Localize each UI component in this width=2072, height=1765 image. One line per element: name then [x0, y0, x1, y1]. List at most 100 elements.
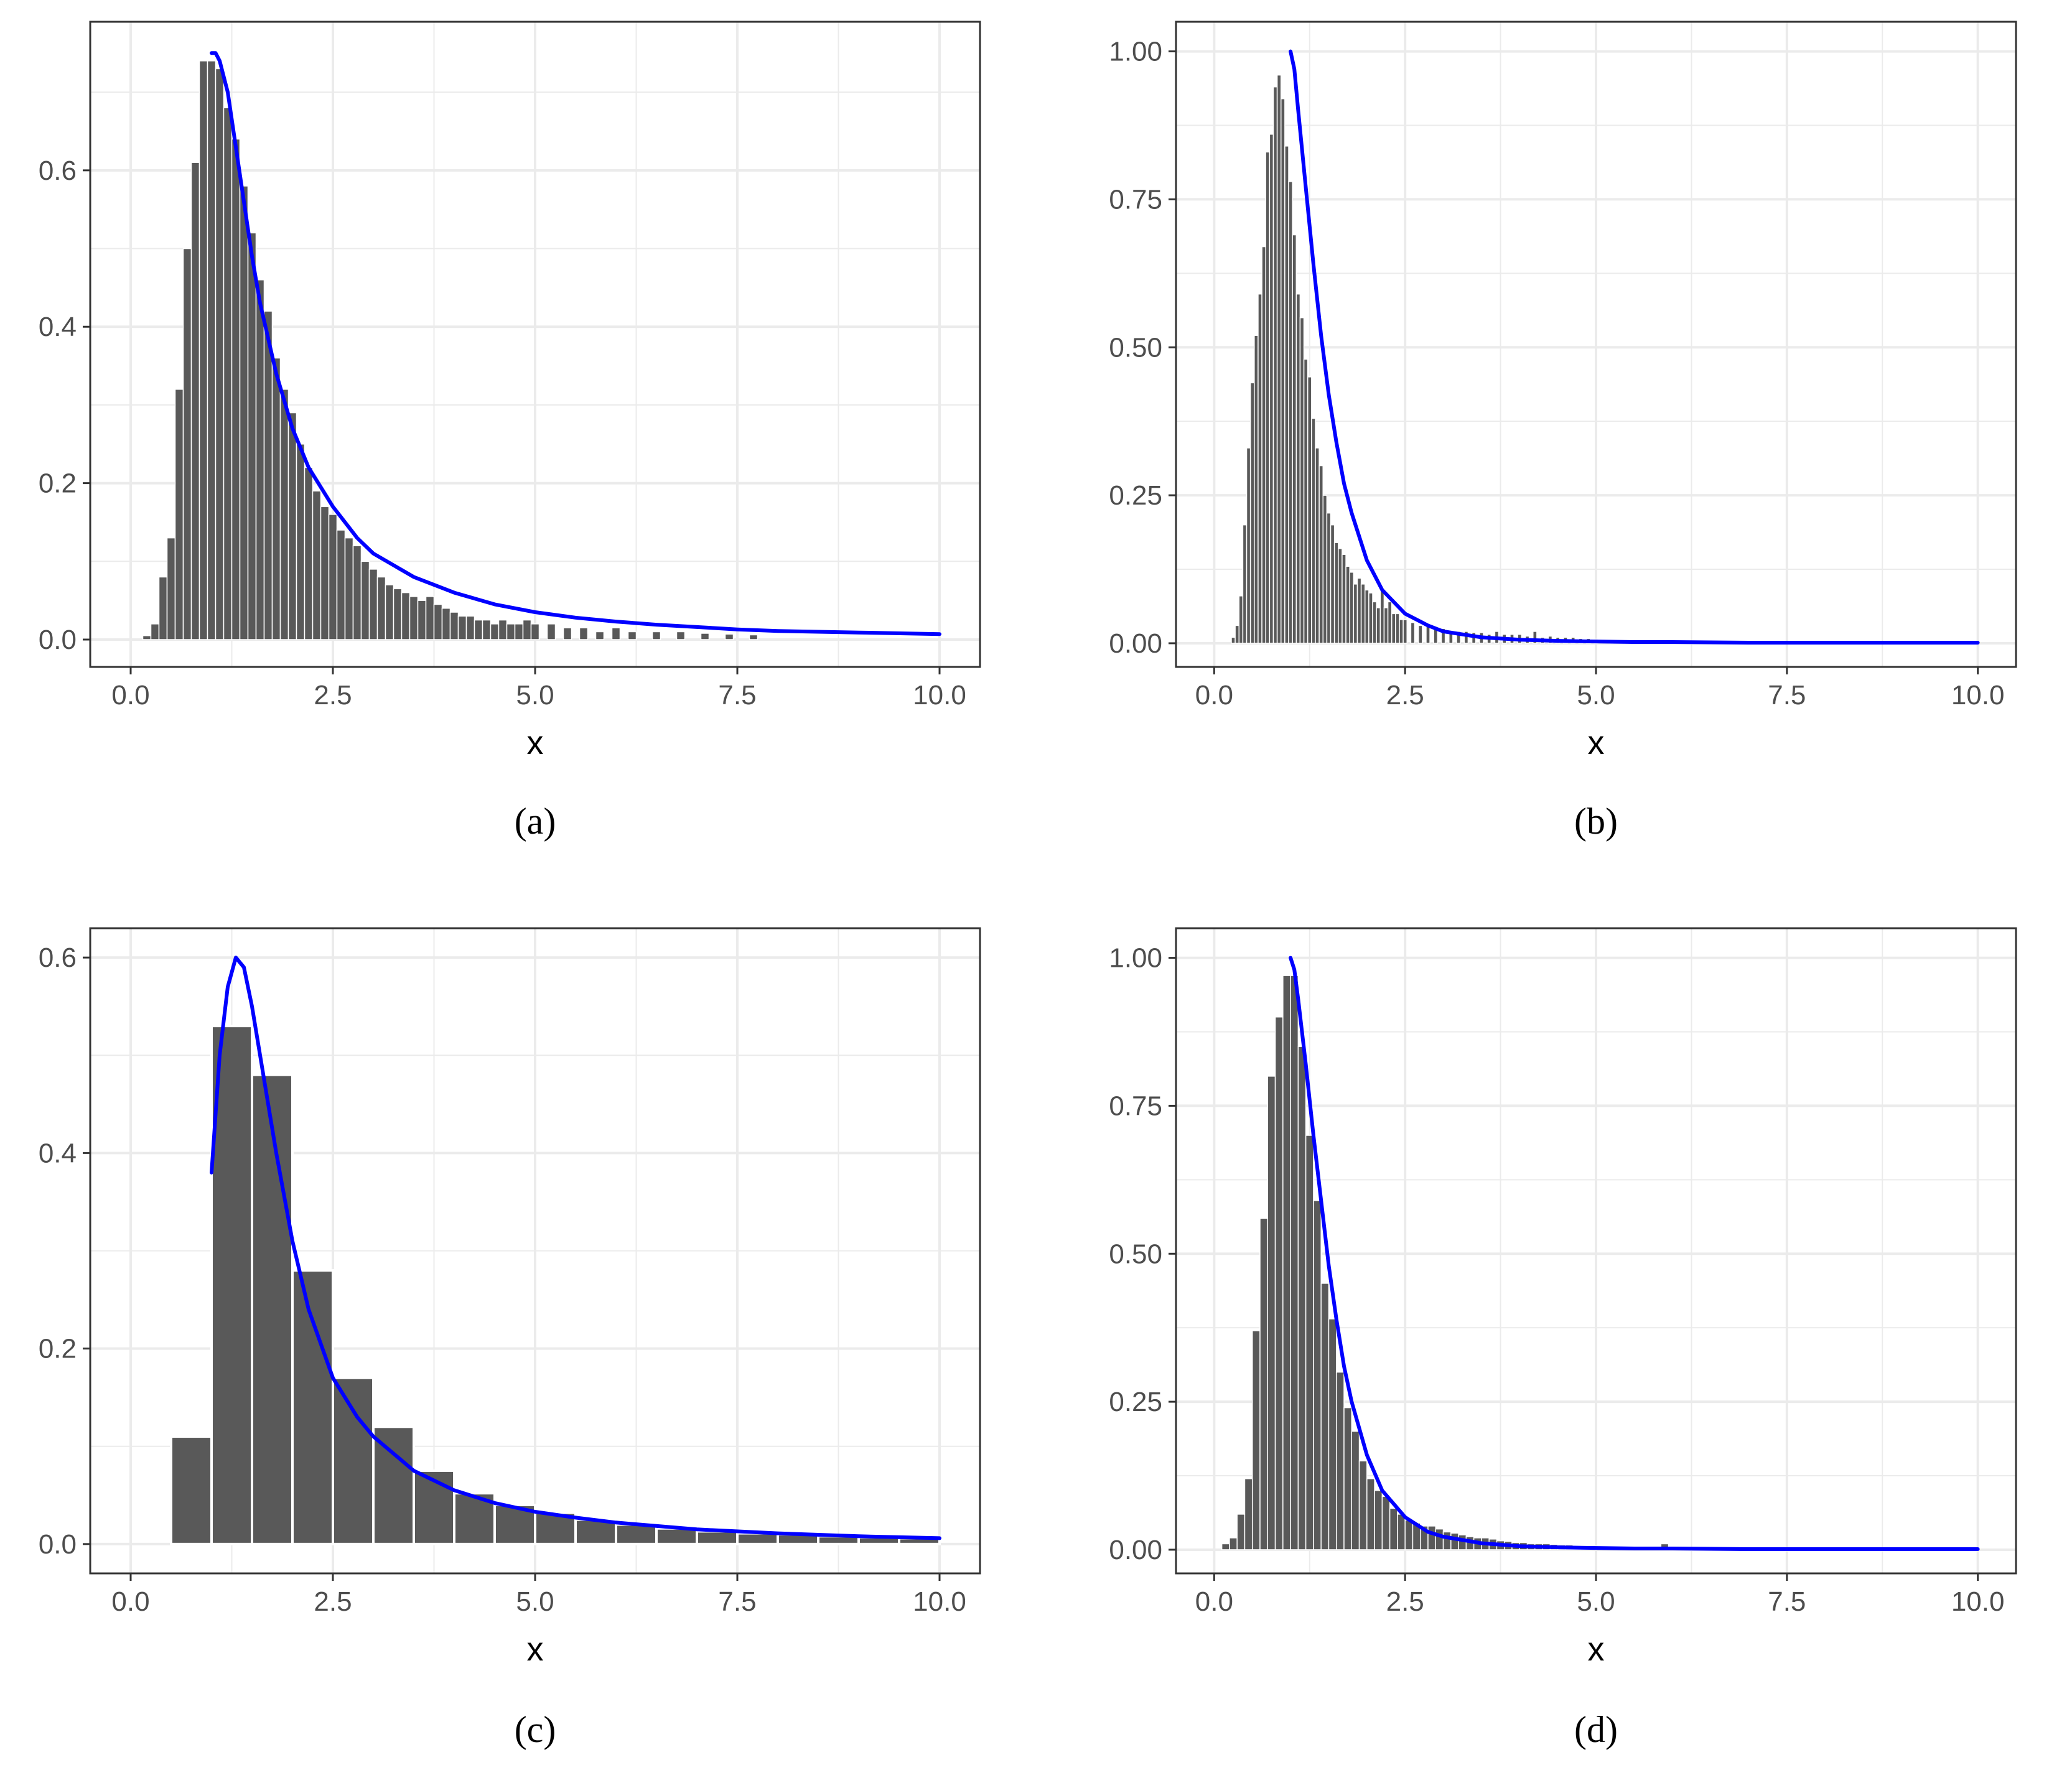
histogram-bar [1229, 1537, 1238, 1550]
histogram-bar [1345, 566, 1350, 644]
histogram-bar [1533, 631, 1538, 644]
x-tick-label: 2.5 [1386, 680, 1424, 710]
y-tick-label: 0.00 [1109, 1535, 1162, 1565]
histogram-bar [1356, 577, 1362, 644]
histogram-bar [736, 1532, 779, 1545]
y-tick-label: 1.00 [1109, 37, 1162, 67]
histogram-bar [676, 631, 686, 640]
x-tick-label: 2.5 [314, 1586, 352, 1617]
histogram-bar [700, 633, 710, 640]
panel-b: 0.0 2.5 5.0 7.5 10.0 0.00 0.25 0.50 0.75 1.00 x (b) [1109, 21, 2017, 842]
histogram-bar [239, 185, 249, 640]
panel-a: 0.0 2.5 5.0 7.5 10.0 0.0 0.2 0.4 0.6 x (a) [39, 21, 981, 842]
histogram-bar [332, 1376, 375, 1545]
x-tick-label: 10.0 [913, 680, 966, 710]
x-tick-label: 5.0 [1577, 1586, 1615, 1617]
histogram-bar [251, 1073, 294, 1545]
y-tick-label: 0.25 [1109, 1387, 1162, 1417]
histogram-bar [1372, 601, 1377, 644]
histogram-bar [360, 561, 370, 640]
histogram-bar [1366, 1478, 1375, 1550]
y-tick-label: 0.0 [39, 1529, 77, 1560]
y-tick-label: 0.2 [39, 1334, 77, 1364]
histogram-bar [1261, 246, 1266, 644]
histogram-bar [1269, 134, 1274, 644]
histogram-bar [170, 1435, 213, 1545]
histogram-bar [413, 1469, 455, 1545]
histogram-bar [1442, 1531, 1452, 1550]
histogram-bar [409, 596, 419, 640]
histogram-bar [1249, 382, 1255, 644]
histogram-bar [1272, 86, 1278, 644]
histogram-bar [1351, 1430, 1360, 1550]
histogram-bar [1450, 1532, 1459, 1550]
histogram-bar [1236, 1514, 1246, 1550]
x-axis-title: x [1588, 1631, 1605, 1668]
histogram-bar [344, 537, 354, 640]
histogram-bar [1402, 619, 1407, 644]
histogram-bar [1383, 607, 1389, 644]
panel-caption: (b) [1574, 801, 1618, 842]
histogram-bar [417, 600, 427, 640]
histogram-bar [1231, 636, 1236, 644]
histogram-bar [1330, 524, 1335, 644]
histogram-bar [1244, 1478, 1253, 1550]
histogram-bar [490, 623, 500, 640]
y-tick-label: 0.4 [39, 1138, 77, 1168]
histogram-bar [1299, 317, 1305, 644]
y-tick-label: 0.25 [1109, 480, 1162, 511]
x-tick-label: 0.0 [111, 1586, 149, 1617]
histogram-bar [166, 537, 176, 640]
y-tick-label: 0.50 [1109, 1239, 1162, 1269]
histogram-bar [457, 615, 467, 640]
histogram-bar [530, 623, 540, 640]
histogram-bar [465, 615, 475, 640]
histogram-bar [393, 588, 403, 640]
x-tick-label: 5.0 [1577, 680, 1615, 710]
histogram-bar [474, 619, 483, 640]
histogram-bar [372, 1425, 415, 1545]
histogram-bar [1417, 625, 1423, 644]
histogram-bar [150, 623, 160, 640]
histogram-bar [1391, 613, 1396, 644]
histogram-bar [433, 603, 443, 640]
histogram-bar [1242, 524, 1248, 644]
histogram-bar [1389, 1507, 1398, 1550]
histogram-bar [1404, 1519, 1414, 1550]
x-tick-label: 2.5 [1386, 1586, 1424, 1617]
x-tick-label: 5.0 [516, 680, 554, 710]
histogram-bar [1246, 447, 1251, 644]
x-tick-label: 0.0 [1195, 1586, 1233, 1617]
x-tick-label: 10.0 [1951, 680, 2005, 710]
histogram-bar [449, 612, 459, 640]
histogram-bar [1221, 1543, 1230, 1550]
histogram-bar [385, 584, 394, 640]
histogram-bar [231, 138, 241, 640]
histogram-bar [1397, 1514, 1406, 1550]
histogram-bar [611, 627, 621, 640]
histogram-bar [1333, 542, 1339, 644]
histogram-bar [215, 68, 225, 640]
histogram-bar [1254, 335, 1259, 644]
histogram-bar [1353, 584, 1358, 644]
histogram-bar [1374, 1490, 1383, 1550]
histogram-bar [655, 1527, 698, 1545]
histogram-bar [174, 389, 184, 640]
histogram-bar [1318, 465, 1323, 644]
y-tick-label: 0.0 [39, 625, 77, 655]
histogram-bar [696, 1530, 739, 1545]
histogram-bar [1305, 1135, 1314, 1550]
histogram-bar [1315, 447, 1320, 644]
histogram-bar [1440, 628, 1446, 644]
panel-caption: (c) [515, 1709, 556, 1750]
x-axis-title: x [1588, 724, 1605, 761]
histogram-bar [1458, 1534, 1467, 1550]
histogram-bar [336, 529, 346, 640]
histogram-bar [1358, 1460, 1368, 1550]
histogram-bar [401, 592, 411, 640]
histogram-bar [1335, 1371, 1345, 1550]
x-tick-label: 5.0 [516, 1586, 554, 1617]
histogram-bar [1387, 601, 1393, 644]
histogram-bar [1322, 495, 1328, 644]
